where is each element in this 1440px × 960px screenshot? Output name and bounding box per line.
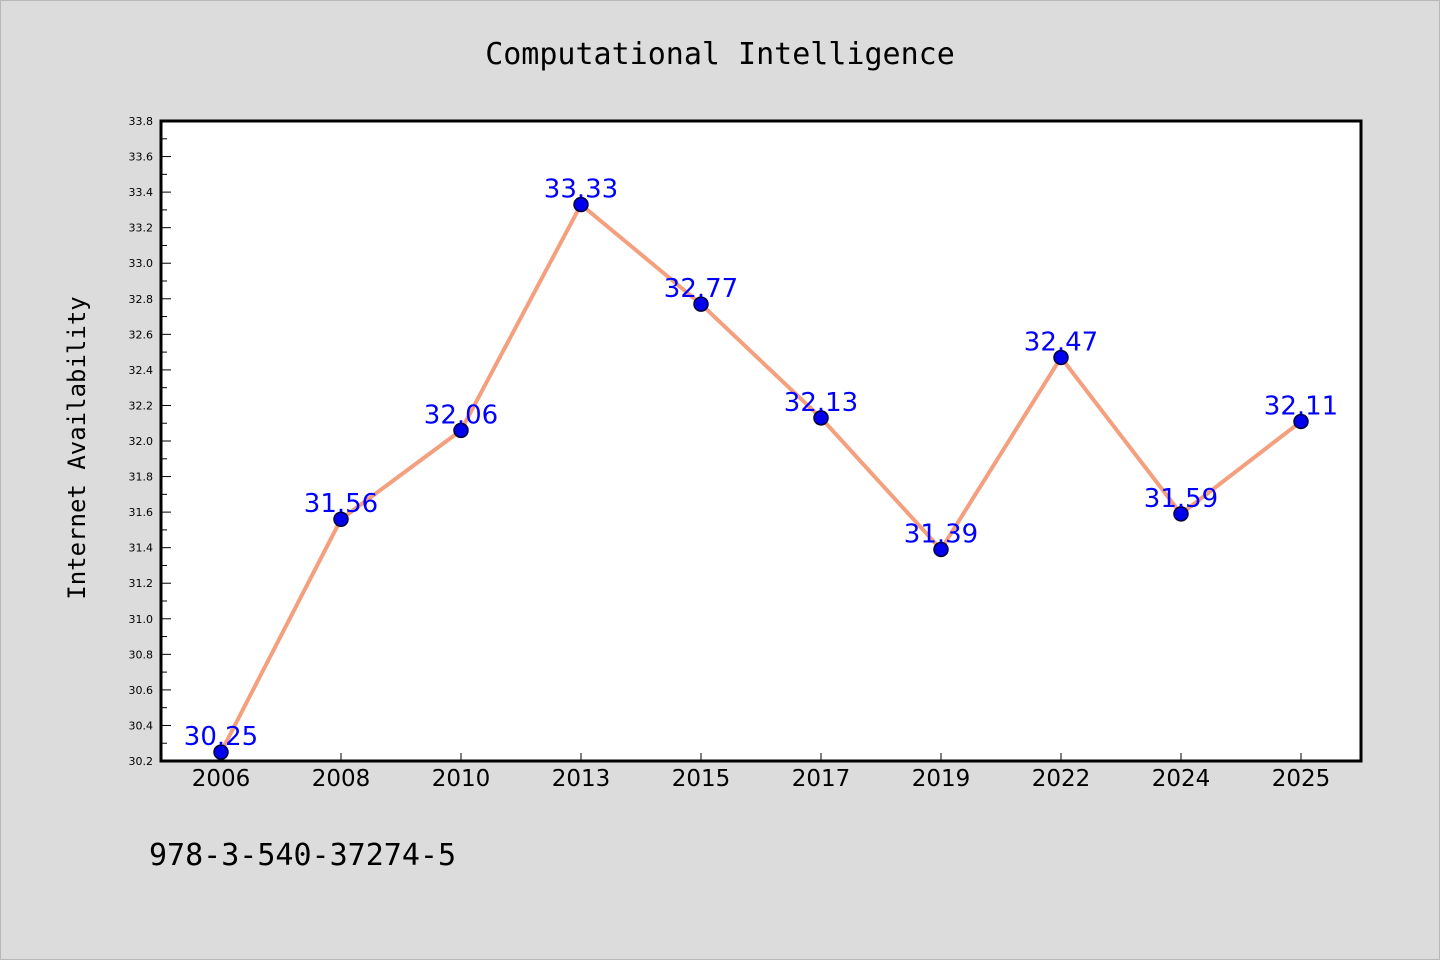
- y-tick-label: 32.0: [129, 435, 154, 448]
- data-label: 31.39: [904, 519, 978, 549]
- y-axis-ticks: 30.2 30.4 30.6 30.8 31.0 31.2 31.4 31.6 31.8 32.0…: [129, 115, 171, 768]
- x-tick-label: 2017: [792, 766, 851, 792]
- x-tick-label: 2006: [192, 766, 251, 792]
- data-point-marker: [573, 196, 589, 213]
- plot-area: [161, 121, 1361, 761]
- x-tick-label: 2022: [1032, 766, 1091, 792]
- x-tick-label: 2025: [1272, 766, 1331, 792]
- data-label: 32.47: [1024, 327, 1098, 357]
- y-tick-label: 31.8: [129, 471, 154, 484]
- x-tick-label: 2015: [672, 766, 731, 792]
- y-tick-label: 32.8: [129, 293, 154, 306]
- x-tick-label: 2019: [912, 766, 971, 792]
- y-tick-label: 33.2: [129, 222, 154, 235]
- data-label: 33.33: [544, 175, 618, 205]
- y-tick-label: 33.6: [129, 151, 154, 164]
- data-label: 32.06: [424, 400, 498, 430]
- data-label: 32.77: [664, 274, 738, 304]
- data-point-marker: [693, 296, 709, 312]
- y-tick-label: 33.0: [129, 257, 154, 270]
- x-tick-label: 2010: [432, 766, 491, 792]
- isbn-text: 978-3-540-37274-5: [149, 838, 456, 873]
- data-label: 31.59: [1144, 484, 1218, 514]
- y-tick-label: 33.8: [129, 115, 154, 128]
- x-axis-ticks: 2006 2008 2010 2013 2015 2017 2019 2022 2024 2025: [192, 753, 1331, 792]
- data-point-marker: [1293, 413, 1309, 430]
- series-line: [219, 202, 1303, 754]
- data-point-marker: [1053, 349, 1069, 366]
- data-series: [213, 196, 1309, 760]
- data-point-marker: [1173, 506, 1189, 522]
- y-tick-label: 30.4: [129, 719, 154, 732]
- y-tick-label: 32.6: [129, 328, 154, 341]
- data-label: 32.11: [1264, 391, 1338, 421]
- chart-title: Computational Intelligence: [485, 37, 955, 72]
- y-tick-label: 30.6: [129, 684, 154, 697]
- data-point-marker: [813, 410, 829, 426]
- data-label: 31.56: [304, 489, 378, 519]
- y-tick-label: 30.8: [129, 648, 154, 661]
- data-point-marker: [453, 422, 469, 439]
- y-tick-label: 31.6: [129, 506, 154, 519]
- y-tick-label: 33.4: [129, 186, 154, 199]
- data-label: 32.13: [784, 388, 858, 418]
- x-tick-label: 2008: [312, 766, 371, 792]
- y-tick-label: 32.2: [129, 399, 154, 412]
- data-point-marker: [333, 511, 349, 527]
- x-tick-label: 2024: [1152, 766, 1211, 792]
- y-tick-label: 31.4: [129, 542, 154, 555]
- y-tick-label: 31.0: [129, 613, 154, 626]
- data-point-marker: [933, 541, 949, 558]
- x-tick-label: 2013: [552, 766, 611, 792]
- y-tick-label: 32.4: [129, 364, 154, 377]
- data-label: 30.25: [184, 722, 258, 752]
- y-tick-label: 31.2: [129, 577, 154, 590]
- y-axis-label: Internet Availability: [63, 296, 91, 599]
- plot-frame: [159, 119, 1363, 763]
- y-tick-label: 30.2: [129, 755, 154, 768]
- data-labels: 30.25 31.56 32.06 33.33 32.77 32.13 31.39 32.47…: [184, 175, 1338, 753]
- data-point-marker: [213, 744, 229, 760]
